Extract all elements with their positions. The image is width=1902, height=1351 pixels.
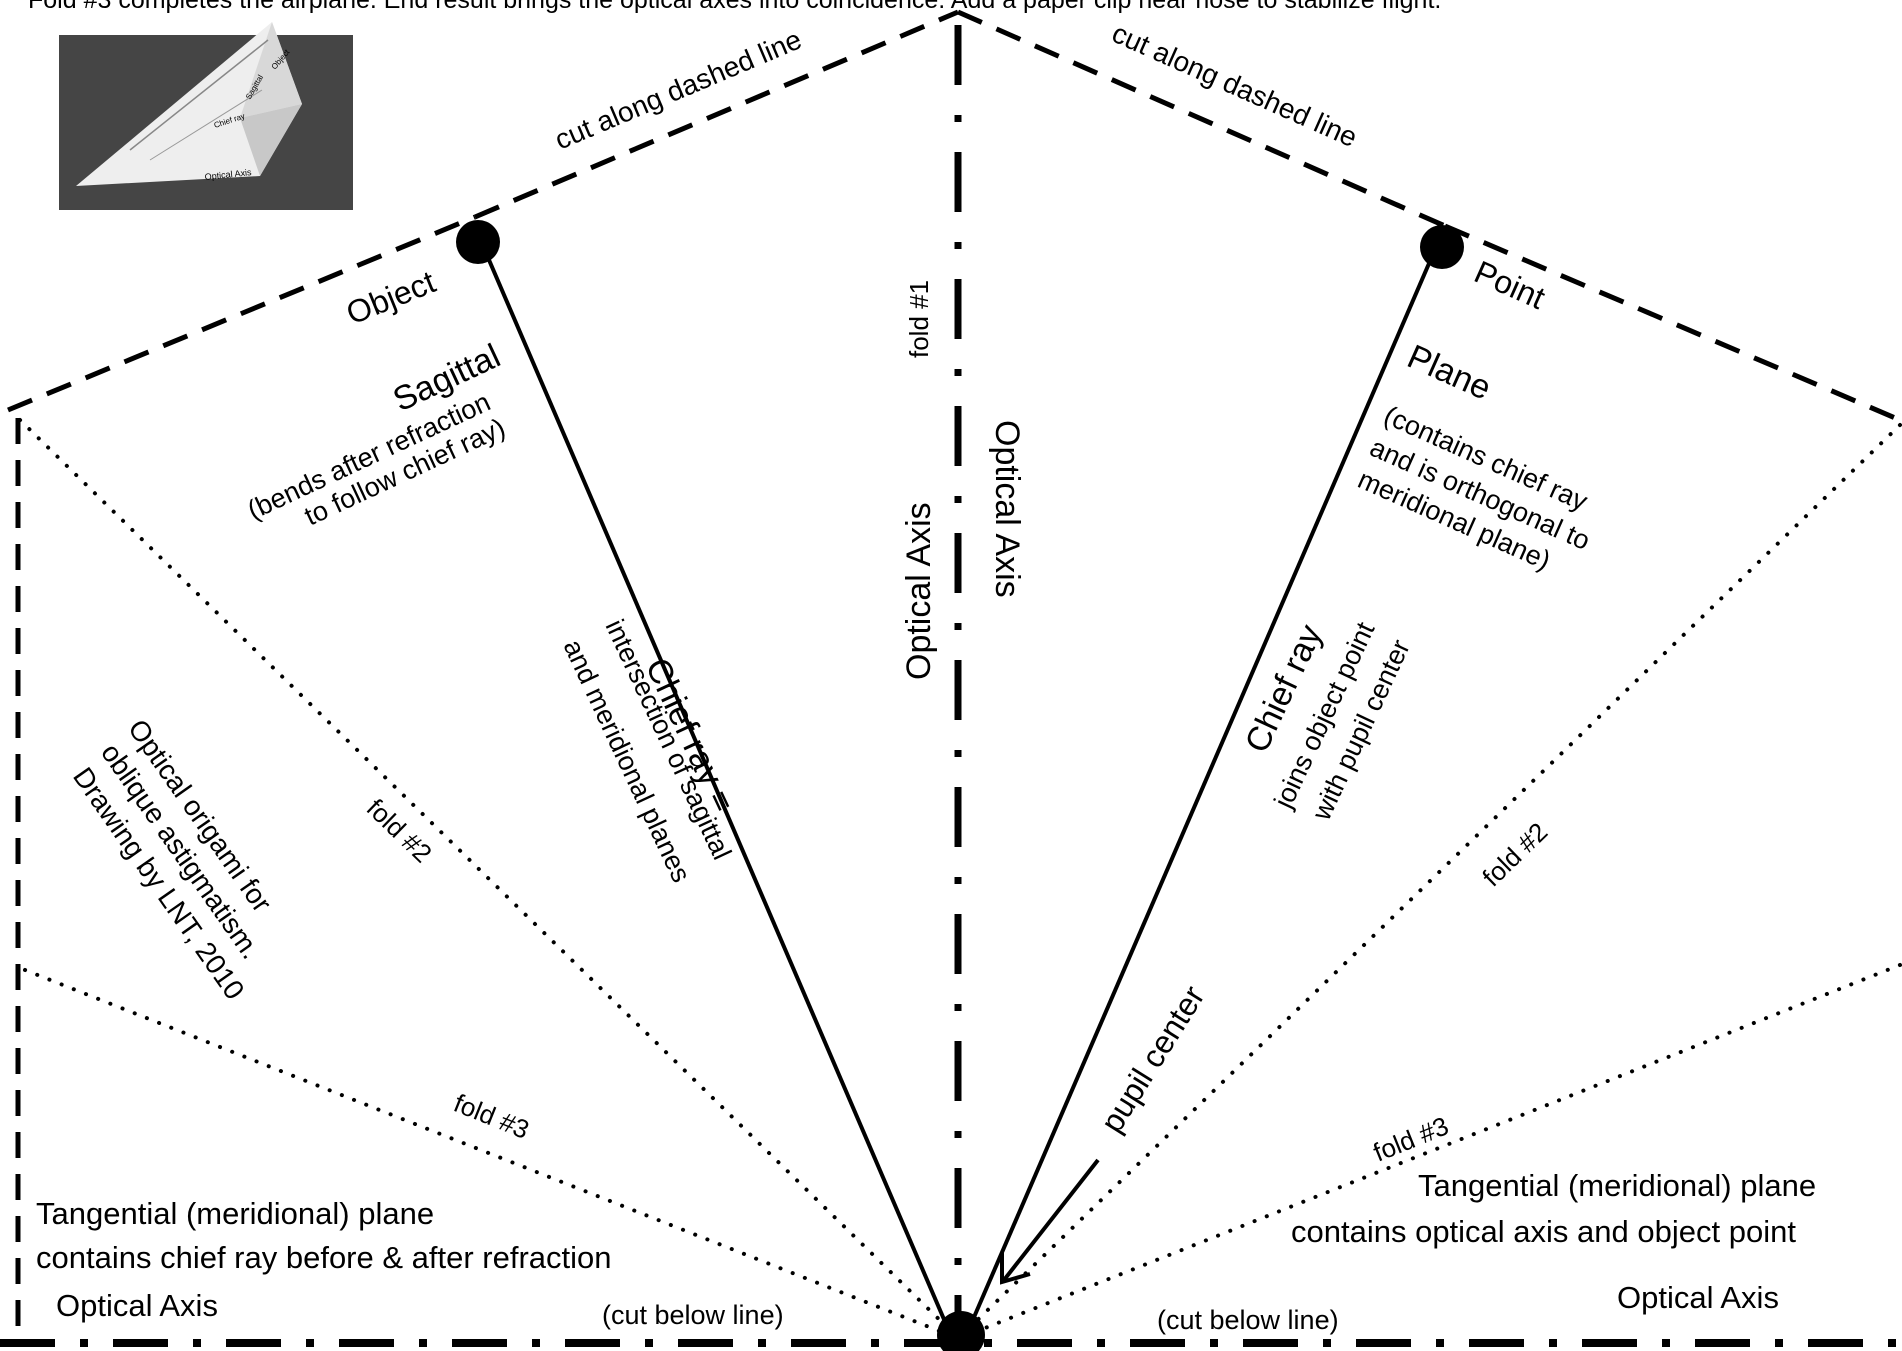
cut-below-label-right: (cut below line) <box>1157 1305 1339 1335</box>
dotted-fold-lines <box>18 418 1902 1338</box>
fold-1-label: fold #1 <box>904 280 934 358</box>
pupil-center-dot <box>937 1311 985 1351</box>
cut-line-right-upper <box>1444 223 1901 423</box>
chief-ray-right-line <box>963 237 1442 1339</box>
cut-label-left: cut along dashed line <box>550 24 806 156</box>
plane-title: Plane <box>1402 338 1497 408</box>
pupil-center-arrow <box>1000 1158 1100 1285</box>
cut-line-top-right <box>956 9 1447 229</box>
optical-axis-bottom-left: Optical Axis <box>56 1288 218 1323</box>
chief-ray-left-line <box>475 231 954 1339</box>
cut-lines <box>7 9 1901 1346</box>
fold-3-right-line <box>963 963 1902 1338</box>
point-label: Point <box>1469 254 1550 317</box>
fold-3-left-line <box>23 968 954 1338</box>
airplane-photo: Object Sagittal Chief ray Optical Axis <box>59 22 353 210</box>
cut-line-top-left <box>474 9 959 220</box>
tangential-right-line-1: Tangential (meridional) plane <box>1418 1168 1816 1203</box>
fold-2-left-label: fold #2 <box>361 793 438 869</box>
fold-3-right-label: fold #3 <box>1369 1110 1453 1167</box>
cut-line-left-upper <box>7 214 476 413</box>
fold-3-left-label: fold #3 <box>450 1088 534 1145</box>
object-label: Object <box>341 263 440 331</box>
optical-axis-center-left: Optical Axis <box>900 502 938 680</box>
optical-axis-center-right: Optical Axis <box>988 420 1026 598</box>
tangential-left-line-2: contains chief ray before & after refrac… <box>36 1240 612 1275</box>
image-point-dot <box>1420 225 1464 269</box>
fold-2-right-label: fold #2 <box>1476 816 1553 892</box>
tangential-right-line-2: contains optical axis and object point <box>1291 1214 1796 1249</box>
optical-axis-bottom-right: Optical Axis <box>1617 1280 1779 1315</box>
fold-2-left-line <box>18 418 957 1337</box>
object-point-dot <box>456 220 500 264</box>
photo-label-optical-axis: Optical Axis <box>204 167 252 182</box>
fold-2-right-line <box>960 423 1902 1337</box>
cut-below-label-left: (cut below line) <box>602 1300 784 1330</box>
tangential-left-line-1: Tangential (meridional) plane <box>36 1196 434 1231</box>
instruction-text: Fold #3 completes the airplane. End resu… <box>28 0 1441 14</box>
